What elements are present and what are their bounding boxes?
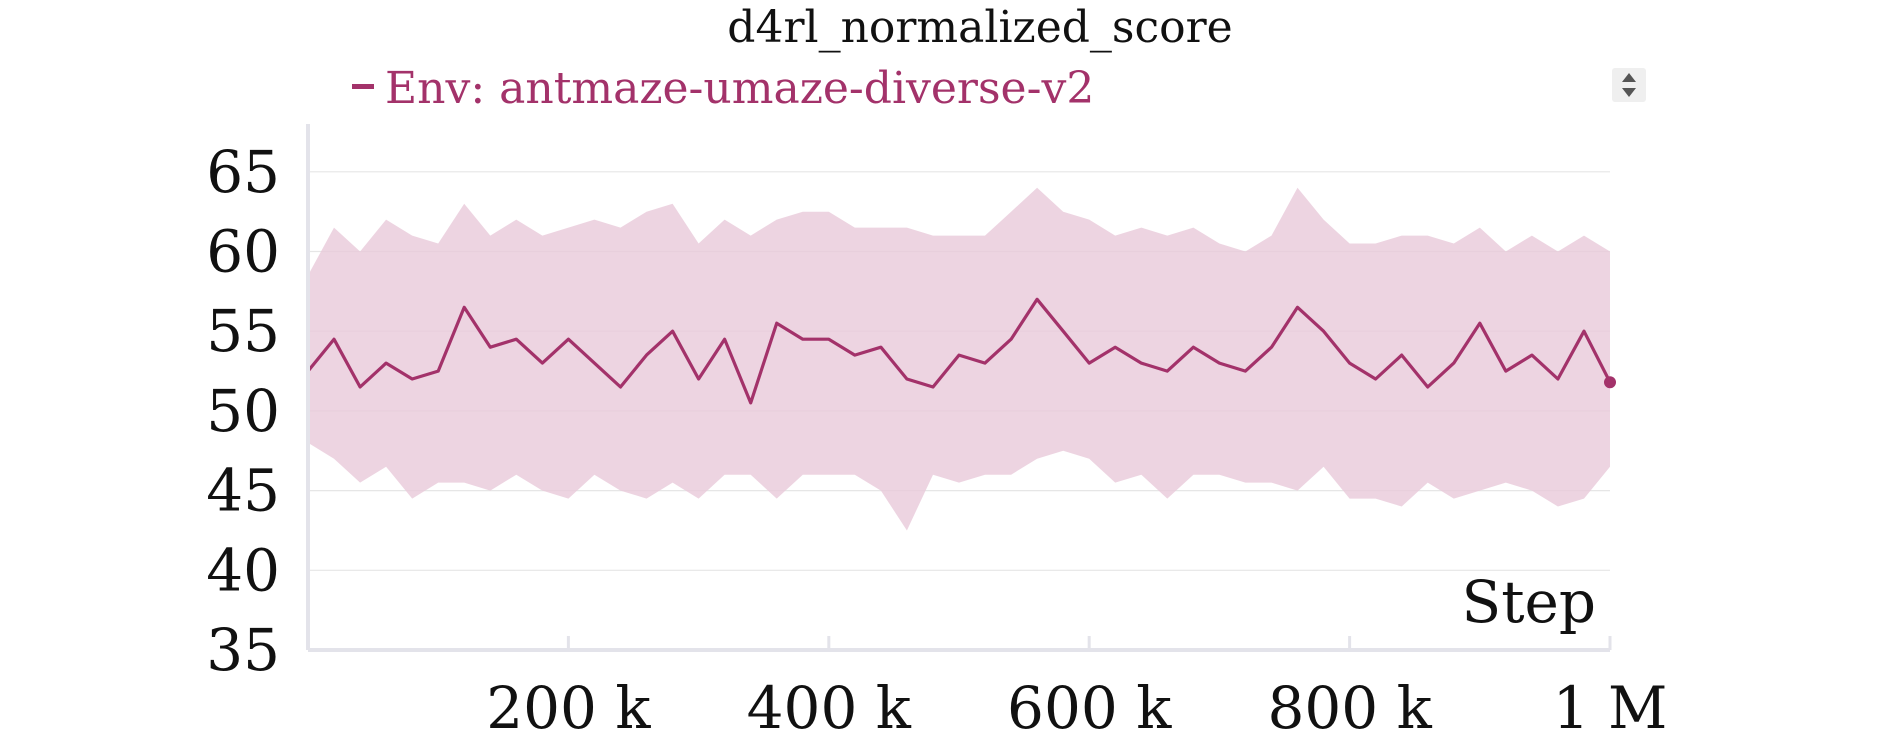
- series-line: [306, 297, 1612, 405]
- y-tick-label-50: 50: [206, 377, 280, 445]
- y-tick-label-40: 40: [206, 536, 280, 604]
- x-tick-label-1: 400 k: [747, 674, 912, 742]
- x-tick-label-3: 800 k: [1267, 674, 1432, 742]
- x-tick-label-2: 600 k: [1007, 674, 1172, 742]
- y-tick-label-45: 45: [206, 457, 280, 525]
- x-axis-label: Step: [1462, 568, 1597, 636]
- x-tick-label-0: 200 k: [486, 674, 651, 742]
- legend-label: Env: antmaze-umaze-diverse-v2: [385, 63, 1094, 114]
- y-tick-label-60: 60: [206, 218, 280, 286]
- confidence-band: [308, 187, 1610, 531]
- y-tick-label-65: 65: [206, 138, 280, 206]
- series-endpoint-marker: [1604, 376, 1616, 389]
- y-tick-label-35: 35: [206, 616, 280, 684]
- y-tick-label-55: 55: [206, 297, 280, 365]
- sort-arrows-icon: [1622, 73, 1636, 97]
- x-tick-label-4: 1 M: [1553, 674, 1668, 742]
- legend-swatch: [352, 84, 374, 89]
- x-axis-ticks: 200 k 400 k 600 k 800 k 1 M: [486, 636, 1667, 742]
- y-axis-ticks: 35 40 45 50 55 60 65: [206, 138, 280, 684]
- legend: Env: antmaze-umaze-diverse-v2: [352, 63, 1094, 114]
- legend-toggle-button[interactable]: [1612, 68, 1646, 102]
- chart-title: d4rl_normalized_score: [727, 2, 1232, 53]
